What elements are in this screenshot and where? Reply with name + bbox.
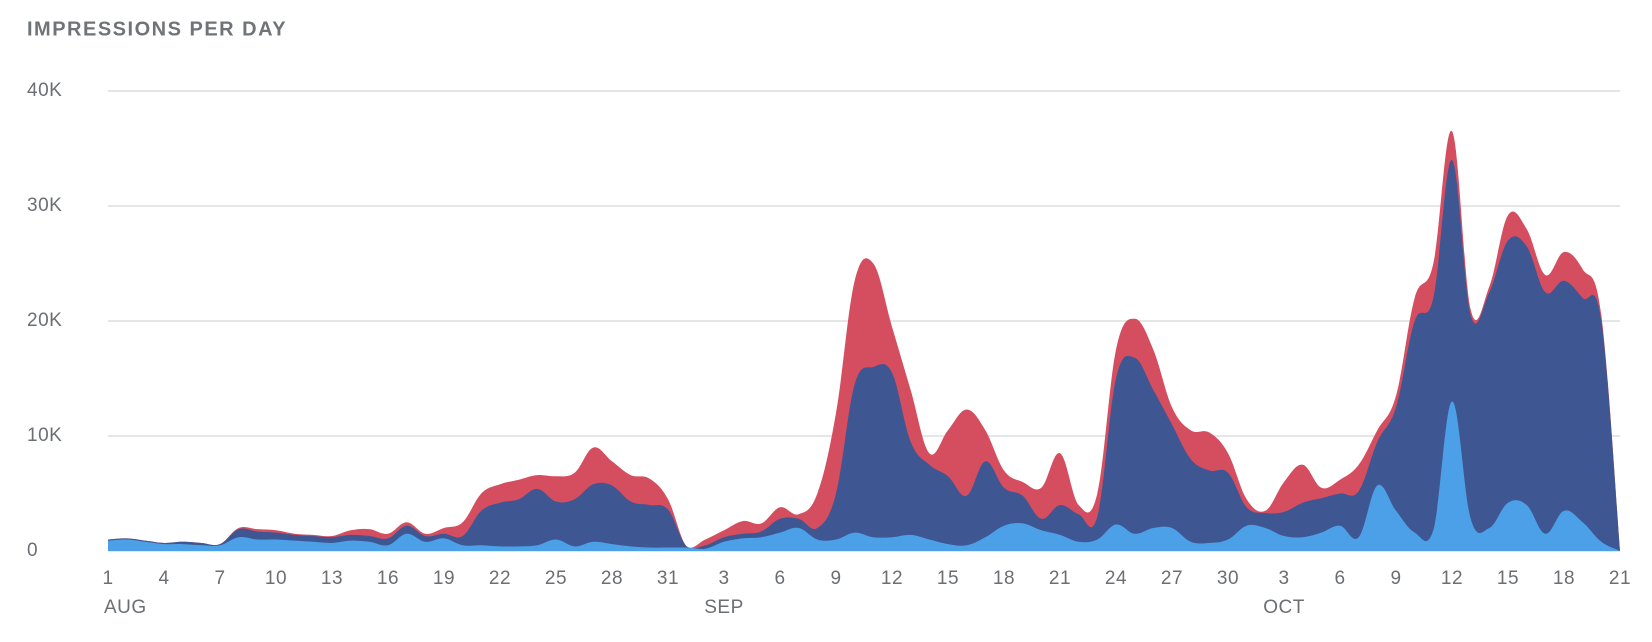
x-tick-label: 21 [1609, 568, 1631, 589]
month-label: OCT [1263, 597, 1305, 618]
chart-title: IMPRESSIONS PER DAY [27, 18, 287, 40]
x-tick-label: 3 [1278, 568, 1289, 589]
x-tick-label: 13 [321, 568, 343, 589]
x-tick-label: 7 [214, 568, 225, 589]
x-tick-label: 9 [830, 568, 841, 589]
x-tick-label: 31 [657, 568, 679, 589]
x-tick-label: 22 [489, 568, 511, 589]
x-tick-label: 18 [993, 568, 1015, 589]
area [108, 401, 1620, 551]
y-tick-label: 10K [27, 425, 62, 446]
x-tick-label: 27 [1161, 568, 1183, 589]
x-tick-label: 25 [545, 568, 567, 589]
x-tick-label: 12 [881, 568, 903, 589]
y-tick-label: 30K [27, 195, 62, 216]
x-tick-label: 16 [377, 568, 399, 589]
x-tick-label: 19 [433, 568, 455, 589]
x-tick-label: 12 [1441, 568, 1463, 589]
y-tick-label: 20K [27, 310, 62, 331]
x-tick-label: 18 [1553, 568, 1575, 589]
month-label: SEP [704, 597, 744, 618]
x-tick-label: 15 [937, 568, 959, 589]
x-tick-label: 15 [1497, 568, 1519, 589]
x-tick-label: 24 [1105, 568, 1127, 589]
x-tick-label: 30 [1217, 568, 1239, 589]
y-tick-label: 0 [27, 540, 38, 561]
x-tick-label: 4 [158, 568, 169, 589]
x-tick-label: 6 [1334, 568, 1345, 589]
month-label: AUG [104, 597, 147, 618]
area [108, 130, 1620, 551]
x-tick-label: 9 [1390, 568, 1401, 589]
x-tick-label: 28 [601, 568, 623, 589]
x-tick-label: 21 [1049, 568, 1071, 589]
y-tick-label: 40K [27, 80, 62, 101]
x-tick-label: 3 [718, 568, 729, 589]
x-tick-label: 1 [102, 568, 113, 589]
x-tick-label: 6 [774, 568, 785, 589]
x-tick-label: 10 [265, 568, 287, 589]
